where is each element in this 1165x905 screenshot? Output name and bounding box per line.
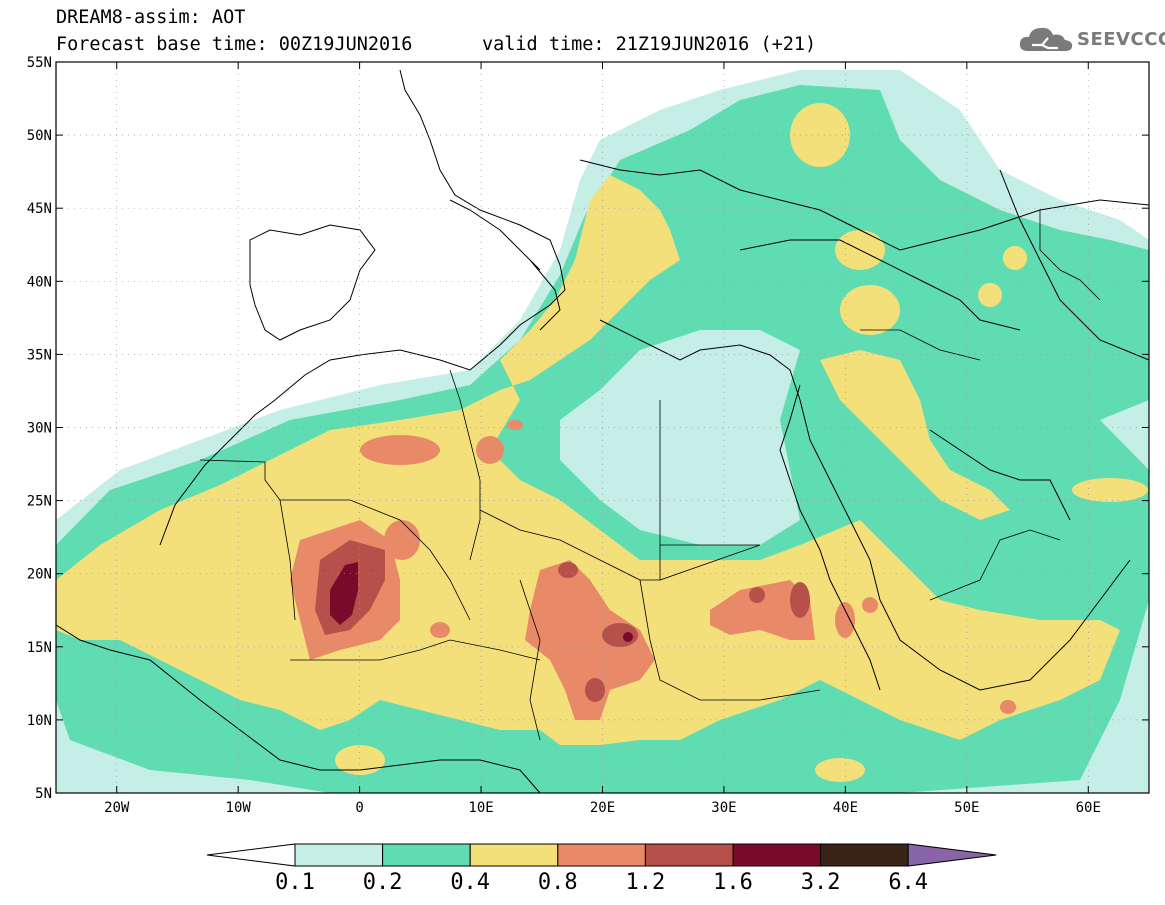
seevccc-logo: SEEVCCC — [1018, 22, 1165, 56]
colorbar-box — [382, 843, 471, 867]
valid-time: valid time: 21Z19JUN2016 (+21) — [482, 34, 817, 55]
lat-label: 10N — [27, 713, 52, 729]
lon-label: 30E — [711, 800, 736, 816]
lat-label: 50N — [27, 128, 52, 144]
aot-level-1.6 — [330, 562, 633, 642]
forecast-base-time: Forecast base time: 00Z19JUN2016 — [56, 34, 413, 55]
colorbar-box — [469, 843, 559, 867]
colorbar-label: 0.4 — [450, 870, 490, 895]
colorbar-box — [644, 843, 734, 867]
colorbar — [206, 843, 997, 867]
lat-label: 25N — [27, 494, 52, 510]
colorbar-labels: 0.1 0.2 0.4 0.8 1.2 1.6 3.2 6.4 — [275, 870, 928, 895]
colorbar-box — [732, 843, 822, 867]
longitude-labels: 20W 10W 0 10E 20E 30E 40E 50E 60E — [104, 800, 1101, 816]
colorbar-label: 0.2 — [363, 870, 403, 895]
lon-label: 10W — [226, 800, 252, 816]
lon-label: 0 — [355, 800, 363, 816]
lon-label: 10E — [468, 800, 493, 816]
country-borders — [199, 210, 1101, 741]
map-title: DREAM8-assim: AOT — [56, 7, 246, 28]
colorbar-box — [820, 843, 909, 867]
lat-label: 35N — [27, 347, 52, 363]
colorbar-label: 6.4 — [888, 870, 928, 895]
lat-label: 40N — [27, 274, 52, 290]
lon-label: 40E — [833, 800, 858, 816]
colorbar-label: 0.8 — [538, 870, 578, 895]
logo-text: SEEVCCC — [1077, 28, 1165, 50]
coastlines — [56, 69, 1149, 793]
lat-label: 5N — [35, 786, 52, 802]
lat-label: 45N — [27, 201, 52, 217]
aot-field — [56, 62, 1149, 793]
colorbar-max-arrow — [907, 843, 997, 867]
lat-label: 20N — [27, 567, 52, 583]
lat-label: 30N — [27, 421, 52, 437]
lon-label: 50E — [954, 800, 979, 816]
colorbar-label: 1.6 — [713, 870, 753, 895]
colorbar-label: 0.1 — [275, 870, 315, 895]
colorbar-box — [294, 843, 384, 867]
graticule — [56, 61, 1149, 794]
lon-label: 60E — [1076, 800, 1101, 816]
latitude-labels: 55N 50N 45N 40N 35N 30N 25N 20N 15N 10N 5N — [27, 55, 52, 802]
colorbar-label: 1.2 — [626, 870, 666, 895]
lon-label: 20E — [590, 800, 615, 816]
colorbar-min-arrow — [206, 843, 296, 867]
lon-label: 20W — [104, 800, 130, 816]
lat-label: 55N — [27, 55, 52, 71]
cloud-icon — [1019, 27, 1073, 51]
colorbar-box — [557, 843, 646, 867]
lat-label: 15N — [27, 640, 52, 656]
colorbar-label: 3.2 — [801, 870, 841, 895]
